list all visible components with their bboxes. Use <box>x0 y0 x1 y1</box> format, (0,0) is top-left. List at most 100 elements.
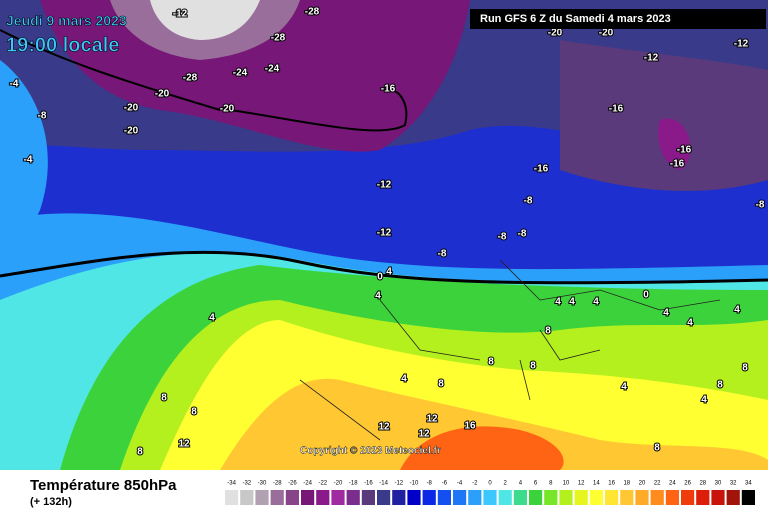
legend-label: -28 <box>273 481 282 487</box>
map-label: -20 <box>548 28 563 39</box>
legend-label: 34 <box>745 481 752 487</box>
legend-swatch <box>620 490 634 505</box>
map-label: -4 <box>24 155 33 166</box>
legend-label: -20 <box>334 481 343 487</box>
map-label: -12 <box>173 9 188 20</box>
legend-swatch <box>529 490 543 505</box>
map-label: 4 <box>209 313 215 324</box>
map-label: 4 <box>663 308 669 319</box>
color-legend: -34 -32 -30 -28 -26 -24 -22 -20 -18 -16 -14 -12 -10-… <box>225 481 755 505</box>
legend-label: 20 <box>639 481 646 487</box>
legend-swatch <box>422 490 436 505</box>
footer-title: Température 850hPa <box>30 477 177 494</box>
copyright: Copyright © 2023 Meteociel.fr <box>300 446 441 457</box>
legend-label: -32 <box>242 481 251 487</box>
legend-swatch <box>377 490 391 505</box>
map-label: -16 <box>670 159 685 170</box>
legend-swatch <box>711 490 725 505</box>
legend-label: 12 <box>578 481 585 487</box>
legend-label: -30 <box>258 481 267 487</box>
map-label: -12 <box>644 53 659 64</box>
legend-swatch <box>361 490 375 505</box>
map-label: 8 <box>654 443 660 454</box>
legend-swatch <box>468 490 482 505</box>
legend-label: 32 <box>730 481 737 487</box>
legend-label: -12 <box>394 481 403 487</box>
legend-label: 14 <box>593 481 600 487</box>
legend-label: -10 <box>410 481 419 487</box>
map-label: 4 <box>734 305 740 316</box>
date-text: Jeudi 9 mars 2023 <box>6 13 127 29</box>
legend-label: 0 <box>488 481 492 487</box>
time-text: 19:00 locale <box>6 34 119 56</box>
legend-label: -34 <box>227 481 236 487</box>
map-label: 4 <box>621 382 627 393</box>
map-label: -12 <box>734 39 749 50</box>
map-label: 4 <box>593 297 599 308</box>
map-label: -8 <box>498 232 507 243</box>
legend-label: -18 <box>349 481 358 487</box>
legend-swatch <box>301 490 315 505</box>
map-label: -28 <box>183 73 198 84</box>
legend-swatch <box>513 490 527 505</box>
map-label: -20 <box>220 104 235 115</box>
map-label: -8 <box>438 249 447 260</box>
map-label: -28 <box>305 7 320 18</box>
map-label: 0 <box>377 272 383 283</box>
legend-swatch <box>559 490 573 505</box>
map-label: -16 <box>609 104 624 115</box>
map-label: 4 <box>375 291 381 302</box>
legend-swatch <box>331 490 345 505</box>
legend-label: 22 <box>654 481 661 487</box>
legend-label: -24 <box>303 481 312 487</box>
legend-swatch <box>255 490 269 505</box>
legend-swatch <box>635 490 649 505</box>
map-label: -16 <box>381 84 396 95</box>
legend-swatch <box>696 490 710 505</box>
legend-swatch <box>741 490 755 505</box>
run-text: Run GFS 6 Z du Samedi 4 mars 2023 <box>480 13 671 25</box>
map-label: 0 <box>643 290 649 301</box>
legend-swatch <box>316 490 330 505</box>
map-label: -16 <box>677 145 692 156</box>
map-labels: -12 -28 -28 -28 -24 -24 -20 -20 -20 -20 -16 -8 -4 -4 -… <box>9 6 766 459</box>
legend-swatch <box>346 490 360 505</box>
legend-swatch <box>225 490 239 505</box>
map-label: 8 <box>191 407 197 418</box>
map-label: 4 <box>401 374 407 385</box>
map-label: 8 <box>717 380 723 391</box>
map-label: 12 <box>378 422 390 433</box>
map-label: 16 <box>464 421 476 432</box>
legend-swatch <box>574 490 588 505</box>
legend-swatch <box>650 490 664 505</box>
map-label: 4 <box>701 395 707 406</box>
footer-lead: (+ 132h) <box>30 496 72 508</box>
legend-swatch <box>407 490 421 505</box>
legend-swatch <box>681 490 695 505</box>
map-label: 8 <box>530 361 536 372</box>
legend-label: 10 <box>563 481 570 487</box>
map-label: 12 <box>418 429 430 440</box>
legend-label: 18 <box>623 481 630 487</box>
legend-swatch <box>392 490 406 505</box>
legend-swatch <box>544 490 558 505</box>
map-label: -20 <box>155 89 170 100</box>
run-box <box>470 9 766 29</box>
map-label: -20 <box>124 103 139 114</box>
map-label: -24 <box>233 68 248 79</box>
map-label: 4 <box>386 267 392 278</box>
legend-label: 28 <box>699 481 706 487</box>
map-label: -4 <box>10 79 19 90</box>
legend-label: 16 <box>608 481 615 487</box>
legend-swatch <box>605 490 619 505</box>
map-label: 4 <box>687 318 693 329</box>
map-label: -28 <box>271 33 286 44</box>
map-label: 4 <box>555 297 561 308</box>
map-label: -8 <box>38 111 47 122</box>
map-label: -8 <box>518 229 527 240</box>
legend-label: -14 <box>379 481 388 487</box>
map-label: -12 <box>377 180 392 191</box>
legend-swatch <box>270 490 284 505</box>
map-label: -20 <box>599 28 614 39</box>
map-label: 8 <box>438 379 444 390</box>
